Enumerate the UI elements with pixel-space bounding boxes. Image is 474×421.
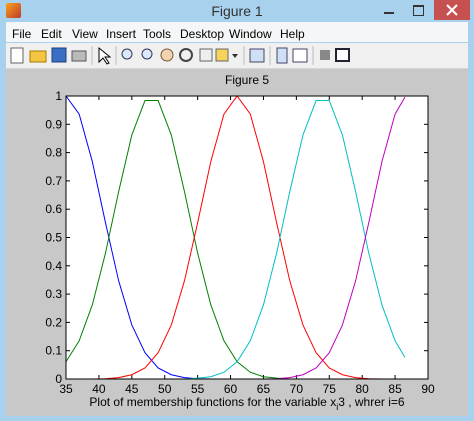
- y-tick-label: 0.5: [45, 231, 62, 245]
- x-tick-label: 75: [323, 382, 337, 396]
- x-tick-label: 65: [257, 382, 271, 396]
- toolbar: [6, 43, 468, 69]
- y-tick-label: 1: [55, 89, 62, 103]
- y-tick-label: 0.9: [45, 117, 62, 131]
- y-tick-label: 0.3: [45, 287, 62, 301]
- zoom-in-icon[interactable]: [121, 48, 133, 60]
- x-tick-label: 35: [59, 382, 73, 396]
- maximize-glyph: [413, 5, 424, 16]
- menu-bar: [6, 22, 468, 42]
- y-tick-label: 0.1: [45, 344, 62, 358]
- y-tick-label: 0.4: [45, 259, 62, 273]
- open-icon[interactable]: [29, 50, 47, 63]
- new-icon[interactable]: [10, 47, 24, 64]
- menu-item[interactable]: View: [72, 27, 98, 41]
- menu-item[interactable]: File: [12, 27, 32, 41]
- minimize-glyph: [384, 12, 394, 14]
- menu-item[interactable]: Help: [280, 27, 305, 41]
- x-tick-label: 80: [356, 382, 370, 396]
- x-tick-label: 85: [388, 382, 402, 396]
- close-button[interactable]: [434, 0, 470, 20]
- link-icon[interactable]: [249, 48, 265, 63]
- y-tick-label: 0.2: [45, 315, 62, 329]
- chart-title: Figure 5: [225, 73, 269, 87]
- figure: Figure 5 Plot of membership functions fo…: [6, 69, 468, 416]
- axes-box: [65, 95, 429, 380]
- x-tick-label: 70: [290, 382, 304, 396]
- menu-item[interactable]: Insert: [106, 27, 137, 41]
- maximize-button[interactable]: [405, 0, 433, 20]
- zoom-out-icon[interactable]: [141, 48, 153, 60]
- x-label-rest: 3 , whrer i=6: [338, 395, 405, 409]
- menu-item[interactable]: Tools: [143, 27, 172, 41]
- x-tick-label: 55: [191, 382, 205, 396]
- save-icon[interactable]: [51, 47, 67, 63]
- menu-item[interactable]: Window: [229, 27, 272, 41]
- axes-background: [66, 96, 428, 379]
- x-tick-label: 90: [421, 382, 435, 396]
- y-tick-label: 0.6: [45, 202, 62, 216]
- x-axis-label: Plot of membership functions for the var…: [89, 395, 404, 412]
- close-glyph: [446, 4, 458, 16]
- x-tick-label: 45: [125, 382, 139, 396]
- window-title: Figure 1: [211, 3, 263, 19]
- app-icon: [6, 3, 21, 18]
- pointer-icon[interactable]: [98, 46, 112, 65]
- legend-icon[interactable]: [292, 48, 308, 63]
- x-label-subscript: i: [336, 402, 338, 412]
- toolbar-icons: [10, 46, 350, 65]
- menu-item[interactable]: Edit: [41, 27, 62, 41]
- dropdown-icon[interactable]: [232, 54, 238, 58]
- y-tick-label: 0.7: [45, 174, 62, 188]
- x-tick-label: 40: [92, 382, 106, 396]
- x-tick-label: 60: [224, 382, 238, 396]
- y-tick-label: 0.8: [45, 146, 62, 160]
- pan-icon[interactable]: [160, 48, 174, 62]
- datacursor-icon[interactable]: [199, 48, 213, 62]
- rotate-icon[interactable]: [179, 48, 193, 62]
- brush-icon[interactable]: [215, 48, 229, 62]
- dock-icon[interactable]: [335, 48, 350, 62]
- hide-tools-icon[interactable]: [320, 50, 330, 60]
- print-icon[interactable]: [71, 50, 87, 62]
- y-tick-label: 0: [55, 372, 62, 386]
- title-bar: Figure 1: [0, 0, 474, 22]
- x-tick-label: 50: [158, 382, 172, 396]
- menu-item[interactable]: Desktop: [180, 27, 225, 41]
- x-label-main: Plot of membership functions for the var…: [89, 395, 336, 409]
- minimize-button[interactable]: [375, 0, 403, 20]
- colorbar-icon[interactable]: [276, 47, 288, 64]
